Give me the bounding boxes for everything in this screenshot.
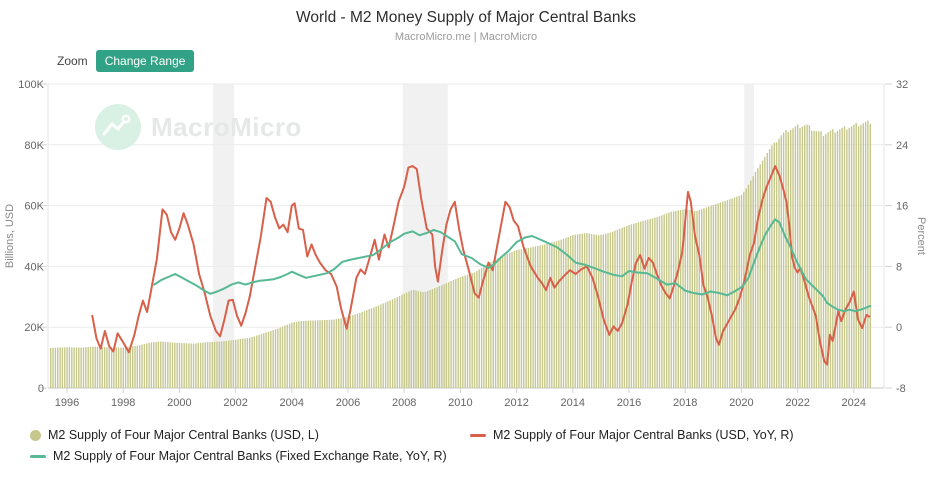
right-axis-title: Percent (915, 217, 927, 255)
x-tick-label: 2004 (280, 397, 304, 409)
x-tick-label: 2008 (392, 397, 416, 409)
m2-fx-yoy-line (153, 218, 872, 313)
bar-series-marker (30, 429, 41, 441)
page-title: World - M2 Money Supply of Major Central… (296, 9, 636, 26)
x-tick-label: 2014 (561, 397, 585, 409)
axis-labels: 1996 1998 2000 2002 2004 2006 2008 2010 2012 2014… (18, 79, 908, 409)
gridlines (47, 83, 885, 389)
y-right-tick-label: 24 (896, 140, 908, 152)
y-left-tick-label: 20K (24, 322, 44, 334)
y-left-tick-label: 100K (18, 79, 44, 91)
x-tick-label: 2018 (673, 397, 697, 409)
y-left-tick-label: 60K (24, 201, 44, 213)
axis-ticks (40, 83, 892, 393)
y-right-tick-label: 0 (896, 322, 902, 334)
red-line-series-marker (470, 433, 486, 437)
x-tick-label: 1996 (55, 397, 79, 409)
y-right-tick-label: -8 (896, 383, 906, 395)
zoom-label: Zoom (57, 54, 88, 68)
legend-label-m2-usd-yoy: M2 Supply of Four Major Central Banks (U… (493, 428, 794, 442)
legend-label-m2-usd: M2 Supply of Four Major Central Banks (U… (48, 428, 319, 442)
chart-canvas[interactable]: 1996 1998 2000 2002 2004 2006 2008 2010 2012 2014… (0, 0, 932, 430)
y-left-tick-label: 0 (38, 383, 44, 395)
change-range-button[interactable]: Change Range (95, 50, 195, 72)
y-right-tick-label: 8 (896, 261, 902, 273)
x-tick-label: 2006 (336, 397, 360, 409)
m2-usd-yoy-line (91, 165, 871, 366)
teal-line-series-marker (30, 454, 46, 458)
legend-item-m2-usd-yoy[interactable]: M2 Supply of Four Major Central Banks (U… (470, 428, 794, 442)
x-tick-label: 2022 (785, 397, 809, 409)
legend-item-m2-usd[interactable]: M2 Supply of Four Major Central Banks (U… (30, 428, 470, 442)
x-tick-label: 2002 (223, 397, 247, 409)
y-right-tick-label: 32 (896, 79, 908, 91)
y-right-tick-label: 16 (896, 201, 908, 213)
x-tick-label: 1998 (111, 397, 135, 409)
page-subtitle: MacroMicro.me | MacroMicro (394, 31, 538, 43)
x-tick-label: 2012 (504, 397, 528, 409)
left-axis-title: Billions, USD (4, 203, 16, 269)
toolbar: Zoom Change Range (57, 50, 195, 72)
x-tick-label: 2000 (167, 397, 191, 409)
chart-area[interactable]: 1996 1998 2000 2002 2004 2006 2008 2010 2012 2014… (0, 0, 932, 430)
x-tick-label: 2020 (729, 397, 753, 409)
x-tick-label: 2016 (617, 397, 641, 409)
m2-usd-bars (50, 120, 871, 389)
y-left-tick-label: 40K (24, 261, 44, 273)
legend: M2 Supply of Four Major Central Banks (U… (30, 428, 794, 463)
y-left-tick-label: 80K (24, 140, 44, 152)
x-tick-label: 2024 (842, 397, 866, 409)
legend-item-m2-fx-yoy[interactable]: M2 Supply of Four Major Central Banks (F… (30, 449, 470, 463)
legend-label-m2-fx-yoy: M2 Supply of Four Major Central Banks (F… (53, 449, 447, 463)
x-tick-label: 2010 (448, 397, 472, 409)
